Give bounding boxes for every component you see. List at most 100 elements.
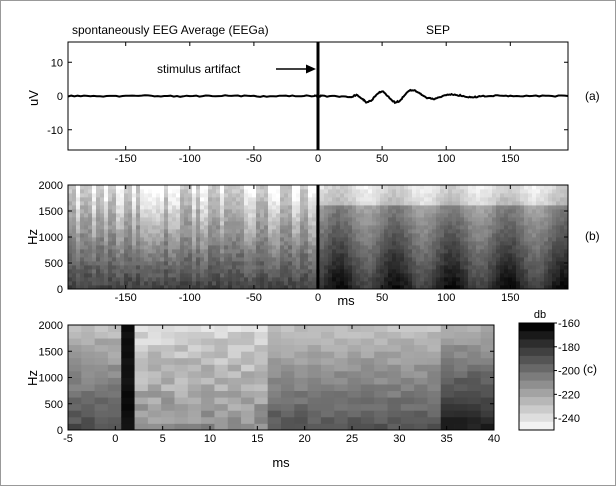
panel-b-heatmap-cell	[340, 229, 345, 234]
panel-b-heatmap-cell	[468, 265, 473, 270]
panel-b-heatmap-cell	[108, 277, 113, 282]
panel-b-heatmap-cell	[288, 233, 293, 238]
panel-b-heatmap-cell	[212, 213, 217, 218]
panel-b-heatmap-cell	[404, 213, 409, 218]
panel-b-heatmap-cell	[380, 189, 385, 194]
panel-b-heatmap-cell	[540, 261, 545, 266]
panel-b-heatmap-cell	[116, 277, 121, 282]
panel-b-heatmap-cell	[260, 209, 265, 214]
panel-c-heatmap-cell	[201, 357, 215, 365]
panel-b-heatmap-cell	[548, 185, 553, 190]
panel-b-heatmap-cell	[176, 213, 181, 218]
panel-b-heatmap-cell	[456, 193, 461, 198]
panel-b-heatmap-cell	[352, 253, 357, 258]
panel-c-heatmap-cell	[68, 416, 82, 424]
panel-b-heatmap-cell	[176, 273, 181, 278]
panel-b-heatmap-cell	[392, 265, 397, 270]
panel-c-heatmap-cell	[480, 331, 495, 339]
panel-b-heatmap-cell	[376, 245, 381, 250]
panel-b-heatmap-cell	[476, 217, 481, 222]
panel-b-heatmap-cell	[140, 245, 145, 250]
panel-b-heatmap-cell	[416, 213, 421, 218]
panel-b-heatmap-cell	[356, 285, 361, 290]
panel-b-heatmap-cell	[88, 209, 93, 214]
panel-b-heatmap-cell	[412, 285, 417, 290]
panel-b-heatmap-cell	[352, 265, 357, 270]
panel-b-heatmap-cell	[292, 257, 297, 262]
panel-b-heatmap-cell	[96, 197, 101, 202]
panel-b-heatmap-cell	[412, 245, 417, 250]
panel-b-heatmap-cell	[148, 245, 153, 250]
panel-b-heatmap-cell	[448, 229, 453, 234]
panel-b-heatmap-cell	[352, 229, 357, 234]
panel-b-heatmap-cell	[68, 197, 73, 202]
panel-b-heatmap-cell	[504, 269, 509, 274]
panel-b-heatmap-cell	[128, 277, 133, 282]
panel-b-heatmap-cell	[564, 217, 569, 222]
panel-b-heatmap-cell	[268, 225, 273, 230]
panel-b-heatmap-cell	[344, 229, 349, 234]
panel-b-heatmap-cell	[500, 245, 505, 250]
panel-b-heatmap-cell	[336, 281, 341, 286]
panel-b-heatmap-cell	[552, 225, 557, 230]
panel-b-heatmap-cell	[432, 285, 437, 290]
panel-b-heatmap-cell	[184, 241, 189, 246]
panel-b-heatmap-cell	[352, 213, 357, 218]
panel-b-heatmap-cell	[560, 209, 565, 214]
panel-b-heatmap-cell	[172, 253, 177, 258]
panel-b-heatmap-cell	[228, 209, 233, 214]
panel-b-heatmap-cell	[532, 209, 537, 214]
panel-b-heatmap-cell	[352, 245, 357, 250]
panel-b-heatmap-cell	[504, 257, 509, 262]
panel-b-heatmap-cell	[540, 273, 545, 278]
panel-b-heatmap-cell	[452, 201, 457, 206]
panel-b-heatmap-cell	[424, 229, 429, 234]
panel-b-heatmap-cell	[460, 233, 465, 238]
panel-b-heatmap-cell	[124, 253, 129, 258]
panel-b-heatmap-cell	[296, 253, 301, 258]
panel-b-heatmap-cell	[332, 233, 337, 238]
panel-b-heatmap-cell	[308, 233, 313, 238]
panel-b-heatmap-cell	[192, 269, 197, 274]
panel-b-heatmap-cell	[200, 285, 205, 290]
panel-b-heatmap-cell	[512, 197, 517, 202]
panel-c-heatmap-cell	[68, 325, 82, 332]
panel-b-heatmap-cell	[420, 185, 425, 190]
panel-c-heatmap-cell	[400, 403, 415, 411]
panel-c-heatmap-cell	[400, 390, 415, 398]
panel-b-heatmap-cell	[560, 225, 565, 230]
panel-b-heatmap-cell	[388, 197, 393, 202]
panel-b-heatmap-cell	[80, 249, 85, 254]
panel-c-heatmap	[68, 325, 495, 431]
panel-b-heatmap-cell	[320, 233, 325, 238]
panel-b-heatmap-cell	[120, 205, 125, 210]
panel-b-heatmap-cell	[308, 217, 313, 222]
panel-b-heatmap-cell	[420, 209, 425, 214]
panel-b-heatmap-cell	[480, 265, 485, 270]
panel-b-heatmap-cell	[548, 253, 553, 258]
panel-c-heatmap-cell	[267, 397, 282, 405]
panel-b-heatmap-cell	[328, 193, 333, 198]
panel-b-heatmap-cell	[280, 281, 285, 286]
panel-b-heatmap-cell	[180, 285, 185, 290]
panel-b-heatmap-cell	[360, 197, 365, 202]
panel-b-heatmap-cell	[440, 221, 445, 226]
panel-b-heatmap-cell	[264, 265, 269, 270]
panel-c-heatmap-cell	[241, 344, 255, 352]
panel-b-heatmap-cell	[544, 237, 549, 242]
panel-b-heatmap-cell	[80, 273, 85, 278]
panel-b-heatmap-cell	[480, 257, 485, 262]
panel-b-heatmap-cell	[260, 285, 265, 290]
panel-b-heatmap-cell	[456, 221, 461, 226]
panel-b-heatmap-cell	[236, 205, 241, 210]
panel-b-heatmap-cell	[464, 245, 469, 250]
panel-b-heatmap-cell	[196, 205, 201, 210]
panel-b-heatmap-cell	[168, 249, 173, 254]
panel-c-heatmap-cell	[161, 325, 175, 332]
panel-b-heatmap-cell	[484, 189, 489, 194]
panel-b-heatmap-cell	[328, 253, 333, 258]
panel-b-heatmap-cell	[264, 209, 269, 214]
panel-c-heatmap-cell	[374, 351, 388, 359]
panel-c-heatmap-cell	[400, 344, 415, 352]
panel-b-heatmap-cell	[212, 193, 217, 198]
